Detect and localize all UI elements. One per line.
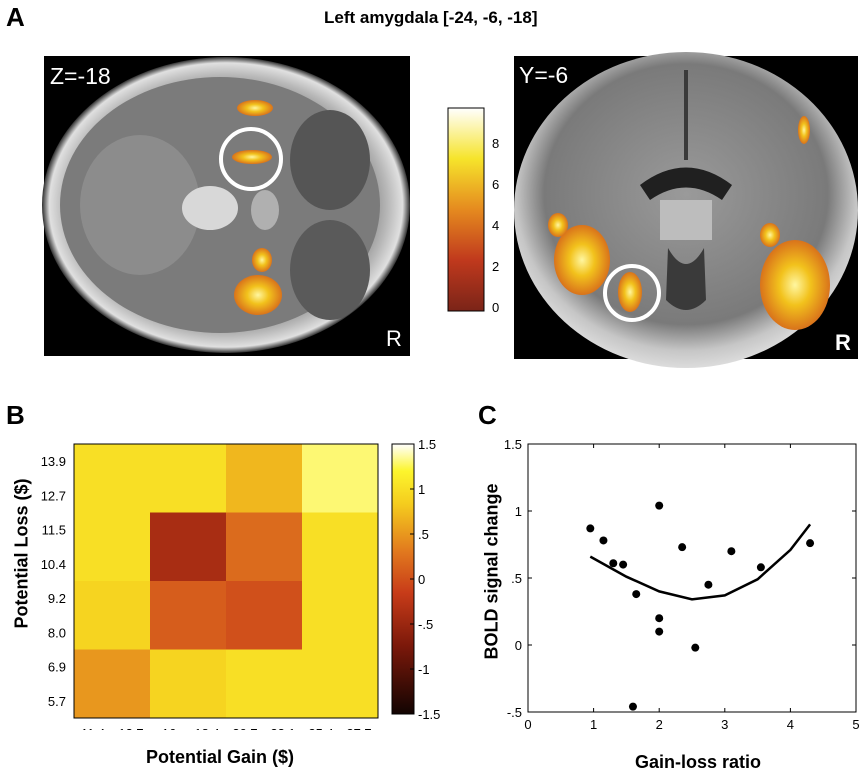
scatter-point bbox=[586, 524, 595, 533]
scatter-x-tick-label: 2 bbox=[656, 717, 663, 732]
scatter-point bbox=[655, 627, 664, 636]
scatter-point bbox=[632, 590, 641, 599]
heatmap-cell bbox=[74, 581, 150, 650]
scatter-point bbox=[678, 543, 687, 552]
heatmap-x-tick-label: 13.7 bbox=[118, 726, 143, 730]
brain-figure: Z=-18 R 8 6 4 2 0 Y=-6 R bbox=[42, 52, 858, 368]
heatmap-x-tick-label: 25.4 bbox=[308, 726, 333, 730]
heatmap-y-tick-label: 13.9 bbox=[41, 454, 66, 469]
colorbar-a-tick: 4 bbox=[492, 218, 499, 233]
scatter-point bbox=[727, 547, 736, 556]
scatter-x-tick-label: 3 bbox=[721, 717, 728, 732]
heatmap-cell bbox=[150, 512, 226, 581]
scatter-y-tick-label: .5 bbox=[511, 571, 522, 586]
heatmap-cell bbox=[74, 649, 150, 718]
heatmap-cell bbox=[226, 581, 302, 650]
heatmap-y-tick-label: 6.9 bbox=[48, 660, 66, 675]
heatmap-x-tick-label: 23.1 bbox=[270, 726, 295, 730]
heatmap-cell bbox=[74, 444, 150, 513]
heatmap-frame bbox=[73, 443, 379, 719]
scatter-x-tick-label: 4 bbox=[787, 717, 794, 732]
colorbar-a-tick: 8 bbox=[492, 136, 499, 151]
scatter-point bbox=[619, 560, 628, 569]
scatter-point bbox=[628, 702, 637, 711]
heatmap-cell bbox=[302, 512, 378, 581]
colorbar-a-tick: 2 bbox=[492, 259, 499, 274]
scatter-x-axis-title: Gain-loss ratio bbox=[634, 752, 762, 772]
colorbar-b-tick-label: 1.5 bbox=[418, 437, 436, 452]
scatter-fit-curve bbox=[589, 523, 812, 601]
heatmap-y-tick-label: 11.5 bbox=[42, 523, 66, 538]
colorbar-a-tick: 0 bbox=[492, 300, 499, 315]
colorbar-b-tick-label: 0 bbox=[418, 572, 425, 587]
scatter-y-tick-label: 1 bbox=[515, 504, 522, 519]
scatter-y-tick-label: -.5 bbox=[507, 705, 522, 720]
colorbar-b-tick-label: .5 bbox=[418, 527, 429, 542]
panel-a-colorbar bbox=[447, 107, 485, 312]
heatmap-x-tick-label: 16 bbox=[162, 726, 176, 730]
heatmap-y-tick-label: 8.0 bbox=[48, 625, 66, 640]
heatmap-x-tick-label: 11.4 bbox=[81, 726, 105, 730]
colorbar-b-tick-label: 1 bbox=[418, 482, 425, 497]
axial-slice-label: Z=-18 bbox=[50, 63, 111, 89]
scatter-point bbox=[806, 539, 815, 548]
colorbar-b-tick-label: -.5 bbox=[418, 617, 433, 632]
heatmap-cell bbox=[226, 649, 302, 718]
coronal-slice-image bbox=[514, 52, 858, 368]
heatmap-cell bbox=[302, 581, 378, 650]
scatter-point bbox=[599, 536, 608, 545]
heatmap-y-tick-label: 9.2 bbox=[48, 591, 66, 606]
scatter-chart: 0 1 2 3 4 51.51.50-.5 bbox=[504, 437, 860, 732]
heatmap-cell bbox=[226, 444, 302, 513]
axial-orientation-label: R bbox=[386, 326, 402, 351]
panel-c-letter: C bbox=[478, 400, 497, 430]
heatmap-x-tick-label: 20.7 bbox=[232, 726, 257, 730]
heatmap-cell bbox=[74, 512, 150, 581]
scatter-x-tick-label: 1 bbox=[590, 717, 597, 732]
axial-slice-image bbox=[42, 56, 410, 356]
heatmap-cell bbox=[302, 444, 378, 513]
scatter-frame bbox=[527, 443, 857, 713]
heatmap-cell bbox=[150, 649, 226, 718]
heatmap-cell bbox=[302, 649, 378, 718]
heatmap-chart: 13.912.711.510.49.28.06.95.711.413.71618… bbox=[41, 437, 441, 730]
heatmap-y-tick-label: 12.7 bbox=[41, 488, 66, 503]
colorbar-a-tick: 6 bbox=[492, 177, 499, 192]
coronal-slice-label: Y=-6 bbox=[519, 62, 568, 88]
colorbar-b-tick-label: -1 bbox=[418, 662, 430, 677]
scatter-point bbox=[655, 614, 664, 623]
heatmap-cell bbox=[150, 444, 226, 513]
coronal-orientation-label: R bbox=[835, 330, 851, 355]
panel-a-letter: A bbox=[6, 2, 25, 32]
heatmap-x-tick-label: 18.4 bbox=[194, 726, 219, 730]
heatmap-x-tick-label: 27.7 bbox=[346, 726, 371, 730]
scatter-point bbox=[756, 563, 765, 572]
scatter-point bbox=[609, 559, 618, 568]
heatmap-y-tick-label: 10.4 bbox=[41, 557, 66, 572]
heatmap-x-axis-title: Potential Gain ($) bbox=[145, 747, 295, 767]
scatter-y-tick-label: 1.5 bbox=[504, 437, 522, 452]
panel-b-letter: B bbox=[6, 400, 25, 430]
scatter-point bbox=[691, 643, 700, 652]
scatter-x-tick-label: 0 bbox=[524, 717, 531, 732]
panel-a-title: Left amygdala [-24, -6, -18] bbox=[324, 8, 538, 27]
scatter-x-tick-label: 5 bbox=[852, 717, 859, 732]
scatter-point bbox=[655, 501, 664, 510]
colorbar-b-tick-label: -1.5 bbox=[418, 707, 440, 722]
heatmap-cell bbox=[150, 581, 226, 650]
scatter-y-tick-label: 0 bbox=[515, 638, 522, 653]
scatter-point bbox=[704, 580, 713, 589]
heatmap-y-tick-label: 5.7 bbox=[48, 694, 66, 709]
heatmap-cell bbox=[226, 512, 302, 581]
